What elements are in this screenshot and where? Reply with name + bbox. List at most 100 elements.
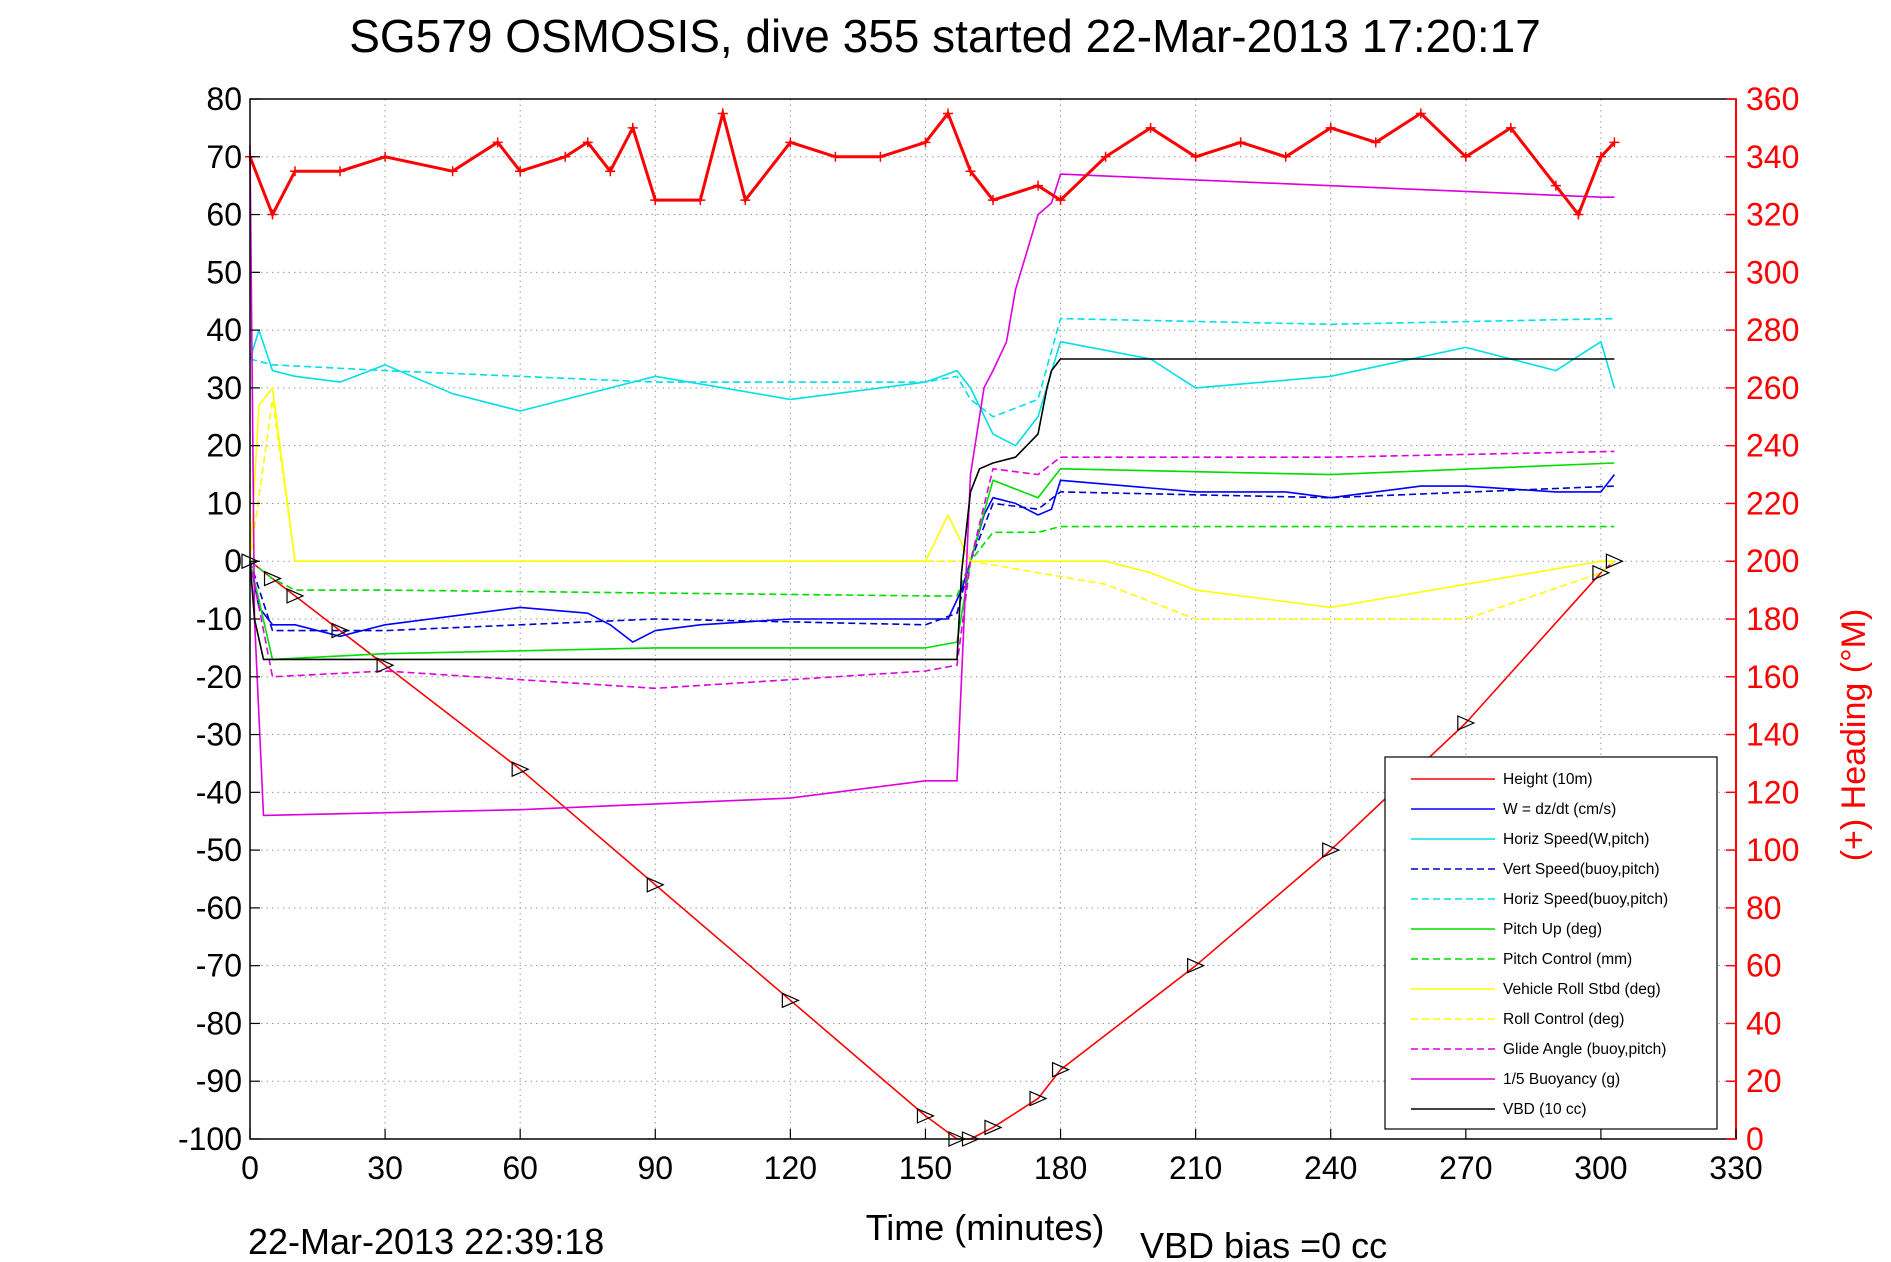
right-tick-label: 160	[1746, 659, 1799, 695]
heading-point-marker	[582, 137, 593, 148]
legend-entry: Glide Angle (buoy,pitch)	[1503, 1041, 1666, 1058]
right-tick-label: 120	[1746, 774, 1799, 810]
x-tick-label: 240	[1304, 1150, 1357, 1186]
x-tick-label: 210	[1169, 1150, 1222, 1186]
right-tick-label: 220	[1746, 485, 1799, 521]
heading-point-marker	[1415, 108, 1426, 119]
legend-entry: VBD (10 cc)	[1503, 1101, 1587, 1118]
right-axis-label: (+) Heading (°M)	[1835, 609, 1873, 862]
y-tick-label: -50	[196, 832, 242, 868]
heading-point-marker	[1325, 122, 1336, 133]
footer-vbd-bias: VBD bias =0 cc	[1140, 1225, 1387, 1262]
y-tick-label: 10	[206, 485, 242, 521]
height-point-marker	[916, 1107, 935, 1124]
x-tick-label: 60	[502, 1150, 538, 1186]
y-tick-label: -10	[196, 601, 242, 637]
series-line-8	[249, 398, 1615, 620]
y-tick-label: -90	[196, 1063, 242, 1099]
footer-timestamp: 22-Mar-2013 22:39:18	[248, 1221, 604, 1262]
right-tick-label: 240	[1746, 428, 1799, 464]
series-line-7	[249, 387, 1615, 609]
series-line-1	[249, 474, 1616, 643]
right-tick-label: 200	[1746, 543, 1799, 579]
heading-point-marker	[942, 108, 953, 119]
right-tick-label: 100	[1746, 832, 1799, 868]
right-tick-label: 60	[1746, 948, 1782, 984]
height-point-marker	[1187, 957, 1206, 974]
y-tick-label: -40	[196, 774, 242, 810]
x-tick-label: 0	[241, 1150, 259, 1186]
legend-entry: W = dz/dt (cm/s)	[1503, 801, 1616, 818]
right-tick-label: 340	[1746, 139, 1799, 175]
x-tick-label: 150	[899, 1150, 952, 1186]
right-tick-label: 320	[1746, 197, 1799, 233]
height-point-marker	[286, 587, 305, 604]
heading-point-marker	[1100, 151, 1111, 162]
y-tick-label: -60	[196, 890, 242, 926]
heading-point-marker	[1280, 151, 1291, 162]
heading-point-marker	[988, 195, 998, 206]
heading-point-marker	[920, 137, 931, 148]
heading-point-marker	[380, 151, 391, 162]
heading-point-marker	[627, 122, 638, 133]
series-line-11	[249, 358, 1615, 661]
heading-point-marker	[965, 166, 976, 177]
y-tick-label: 30	[206, 370, 242, 406]
heading-point-marker	[740, 195, 751, 206]
heading-point-marker	[267, 209, 278, 220]
heading-point-marker	[717, 108, 728, 119]
right-tick-label: 280	[1746, 312, 1799, 348]
right-tick-label: 180	[1746, 601, 1799, 637]
height-point-marker	[984, 1119, 1003, 1136]
legend-box	[1384, 756, 1718, 1130]
legend-entry: Pitch Up (deg)	[1503, 921, 1602, 938]
series-line-9	[249, 450, 1615, 690]
legend: Height (10m) W = dz/dt (cm/s) Horiz Speed(…	[1384, 756, 1718, 1130]
y-tick-label: -70	[196, 948, 242, 984]
heading-point-marker	[1460, 151, 1471, 162]
heading-point-marker	[335, 166, 346, 177]
right-tick-label: 260	[1746, 370, 1799, 406]
x-tick-label: 90	[637, 1150, 673, 1186]
x-axis-label: Time (minutes)	[866, 1207, 1105, 1248]
y-tick-label: 50	[206, 254, 242, 290]
series-line-10	[249, 145, 1615, 817]
right-tick-label: 140	[1746, 717, 1799, 753]
x-axis-ticks: 0 30 60 90 120 150 180 210 240 270 300 330	[241, 1129, 1763, 1186]
y-tick-label: 20	[206, 428, 242, 464]
series-line-4	[249, 317, 1615, 418]
heading-point-marker	[560, 151, 571, 162]
heading-point-marker	[785, 137, 796, 148]
heading-point-marker	[1190, 151, 1201, 162]
right-tick-label: 0	[1746, 1121, 1764, 1157]
height-point-marker	[1605, 553, 1624, 570]
height-point-marker	[1029, 1090, 1048, 1107]
x-tick-label: 270	[1439, 1150, 1492, 1186]
heading-point-marker	[1609, 137, 1620, 148]
height-point-marker	[511, 761, 530, 778]
right-tick-label: 80	[1746, 890, 1782, 926]
heading-point-marker	[1505, 122, 1516, 133]
height-point-marker	[1322, 842, 1341, 859]
right-tick-label: 360	[1746, 81, 1799, 117]
x-tick-label: 330	[1709, 1150, 1762, 1186]
heading-line	[248, 107, 1616, 219]
height-point-marker	[1051, 1061, 1071, 1078]
legend-entry: Horiz Speed(buoy,pitch)	[1503, 891, 1668, 908]
heading-point-marker	[605, 166, 616, 177]
series-line-6	[249, 525, 1615, 597]
x-tick-label: 180	[1034, 1150, 1087, 1186]
y-tick-label: -100	[178, 1121, 242, 1157]
y-axis-ticks: 80 70 60 50 40 30 20 10 0 -10 -20 -30 -40 -50 -60 -70 -8…	[178, 81, 260, 1157]
heading-point-marker	[1235, 137, 1246, 148]
heading-point-marker	[290, 166, 301, 177]
legend-entry: Vert Speed(buoy,pitch)	[1503, 861, 1660, 878]
heading-point-marker	[695, 195, 706, 206]
height-point-marker	[1457, 715, 1476, 731]
series-line-3	[249, 485, 1615, 632]
legend-entry: Vehicle Roll Stbd (deg)	[1503, 981, 1661, 998]
heading-point-marker	[1573, 209, 1584, 220]
x-tick-label: 300	[1574, 1150, 1627, 1186]
heading-point-marker	[1595, 151, 1606, 162]
